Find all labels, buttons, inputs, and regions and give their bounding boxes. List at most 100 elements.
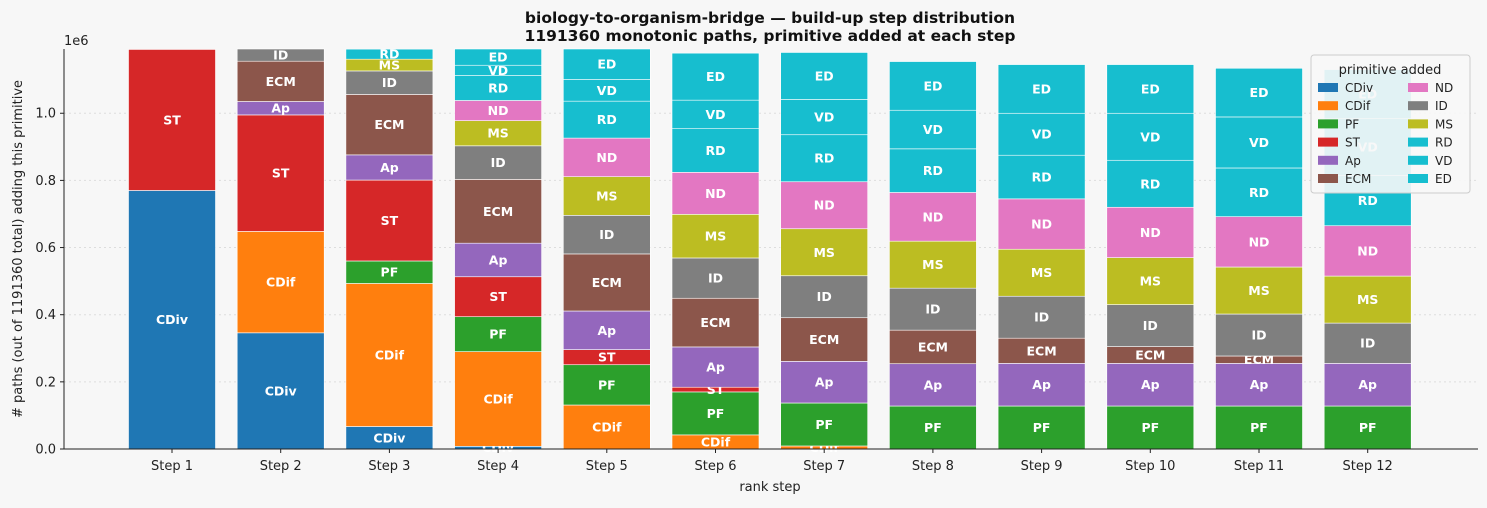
bar-label-ms-step-3: MS xyxy=(379,58,400,73)
bar-label-vd-step-8: VD xyxy=(923,122,943,137)
bar-label-cdiv-step-3: CDiv xyxy=(373,430,405,445)
legend-swatch-pf xyxy=(1318,119,1338,129)
x-tick-label-9: Step 9 xyxy=(1021,459,1063,474)
bar-rd-step-3 xyxy=(345,48,434,60)
legend-label-ms: MS xyxy=(1435,117,1453,131)
bar-ecm-step-5 xyxy=(562,253,651,312)
bar-vd-step-11 xyxy=(1215,116,1303,169)
bar-label-ap-step-4: Ap xyxy=(489,252,508,267)
legend: primitive added CDiv CDif PF ST Ap ECM ND ID MS R… xyxy=(1310,54,1471,194)
legend-label-cdiv: CDiv xyxy=(1345,81,1373,95)
bar-label-vd-step-10: VD xyxy=(1140,129,1160,144)
bar-label-ap-step-5: Ap xyxy=(597,323,616,338)
legend-label-ecm: ECM xyxy=(1345,172,1371,186)
bar-ms-step-8 xyxy=(889,240,977,289)
bar-label-rd-step-12: RD xyxy=(1358,193,1378,208)
legend-label-st: ST xyxy=(1345,136,1361,150)
bar-id-step-6 xyxy=(671,257,760,299)
y-offset-label: 1e6 xyxy=(64,34,89,49)
bar-label-ms-step-11: MS xyxy=(1248,283,1269,298)
bar-label-pf-step-6: PF xyxy=(707,406,725,421)
bar-label-rd-step-6: RD xyxy=(705,143,725,158)
bar-label-ed-step-8: ED xyxy=(923,78,942,93)
bar-ecm-step-8 xyxy=(889,329,977,365)
bar-label-st-step-5: ST xyxy=(598,350,616,365)
legend-swatch-cdif xyxy=(1318,101,1338,111)
bar-id-step-7 xyxy=(780,275,869,319)
bar-label-st-step-3: ST xyxy=(381,213,399,228)
bar-rd-step-8 xyxy=(889,148,977,193)
x-tick-label-3: Step 3 xyxy=(368,459,410,474)
bar-label-ms-step-9: MS xyxy=(1031,265,1052,280)
bar-label-ap-step-8: Ap xyxy=(924,377,943,392)
bar-ms-step-4 xyxy=(454,120,542,147)
bar-label-id-step-3: ID xyxy=(382,75,397,90)
bar-cdif-step-5 xyxy=(562,404,651,450)
bar-ed-step-6 xyxy=(671,52,760,101)
bar-rd-step-7 xyxy=(780,134,869,183)
bar-cdiv-step-2 xyxy=(236,332,325,450)
bar-label-nd-step-9: ND xyxy=(1031,217,1052,232)
bar-label-rd-step-5: RD xyxy=(597,112,617,127)
bar-ap-step-11 xyxy=(1215,363,1303,407)
bar-label-st-step-1: ST xyxy=(163,112,181,127)
x-tick-label-8: Step 8 xyxy=(912,459,954,474)
bar-label-ecm-step-3: ECM xyxy=(374,117,404,132)
bar-label-id-step-8: ID xyxy=(925,302,940,317)
bar-label-vd-step-9: VD xyxy=(1032,127,1052,142)
bar-label-pf-step-5: PF xyxy=(598,377,616,392)
legend-swatch-nd xyxy=(1408,83,1428,92)
bar-ed-step-8 xyxy=(889,61,977,111)
bar-label-vd-step-11: VD xyxy=(1249,135,1269,150)
legend-swatch-ap xyxy=(1318,155,1338,165)
bar-label-ecm-step-4: ECM xyxy=(483,204,513,219)
bar-label-pf-step-3: PF xyxy=(381,265,399,280)
x-tick-label-11: Step 11 xyxy=(1234,459,1284,474)
bar-label-vd-step-5: VD xyxy=(597,83,617,98)
legend-swatch-ecm xyxy=(1318,174,1338,183)
bar-label-vd-step-6: VD xyxy=(705,107,725,122)
bar-label-ecm-step-7: ECM xyxy=(809,332,839,347)
x-tick-label-1: Step 1 xyxy=(151,459,193,474)
bar-pf-step-8 xyxy=(889,405,977,450)
y-tick-label-0: 0.0 xyxy=(35,443,56,458)
bar-ms-step-5 xyxy=(562,176,651,216)
bar-label-id-step-9: ID xyxy=(1034,310,1049,325)
bar-label-nd-step-8: ND xyxy=(922,209,943,224)
bar-label-cdif-step-6: CDif xyxy=(701,434,731,449)
bar-label-vd-step-7: VD xyxy=(814,110,834,125)
bar-label-ap-step-6: Ap xyxy=(706,360,725,375)
bar-pf-step-10 xyxy=(1106,405,1195,450)
bar-label-ap-step-7: Ap xyxy=(815,375,834,390)
bar-ecm-step-3 xyxy=(345,94,434,156)
bar-label-id-step-12: ID xyxy=(1360,336,1375,351)
bar-label-ecm-step-2: ECM xyxy=(266,74,296,89)
bar-vd-step-8 xyxy=(889,109,977,150)
bar-label-st-step-4: ST xyxy=(489,289,507,304)
y-tick-label-1: 0.2 xyxy=(35,375,56,390)
bar-label-rd-step-9: RD xyxy=(1032,170,1052,185)
chart-title: biology-to-organism-bridge — build-up st… xyxy=(525,9,1015,27)
legend-label-rd: RD xyxy=(1435,136,1453,150)
bar-nd-step-6 xyxy=(671,172,760,215)
bar-label-pf-step-7: PF xyxy=(815,417,833,432)
legend-label-nd: ND xyxy=(1435,81,1453,95)
legend-swatch-rd xyxy=(1408,137,1428,147)
bar-id-step-9 xyxy=(997,295,1086,339)
x-tick-label-2: Step 2 xyxy=(260,459,302,474)
bar-label-id-step-7: ID xyxy=(817,289,832,304)
bar-label-ed-step-7: ED xyxy=(815,68,834,83)
bar-ed-step-7 xyxy=(780,52,869,100)
bar-label-ed-step-5: ED xyxy=(597,57,616,72)
bar-cdif-step-4 xyxy=(454,351,542,447)
bar-label-id-step-5: ID xyxy=(599,227,614,242)
bar-ap-step-12 xyxy=(1323,363,1412,407)
legend-swatch-cdiv xyxy=(1318,83,1338,92)
bar-id-step-12 xyxy=(1323,322,1412,364)
bar-label-id-step-6: ID xyxy=(708,271,723,286)
bar-rd-step-4 xyxy=(454,75,542,101)
legend-swatch-id xyxy=(1408,101,1428,111)
bar-label-pf-step-11: PF xyxy=(1250,420,1268,435)
